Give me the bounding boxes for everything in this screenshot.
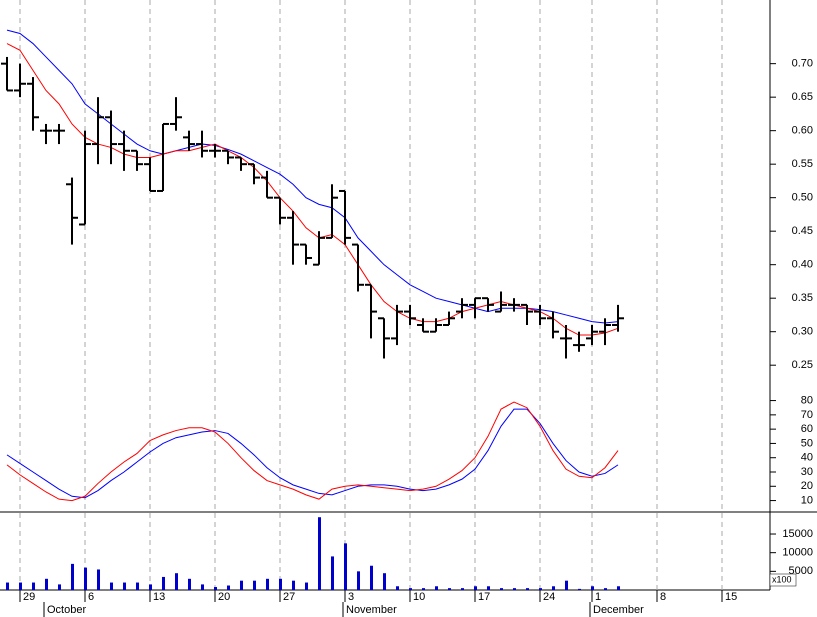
y-tick-label: 0.45 bbox=[792, 225, 813, 237]
volume-bar bbox=[214, 587, 217, 590]
volume-bar bbox=[552, 586, 555, 590]
volume-bar bbox=[565, 580, 568, 590]
volume-bar bbox=[175, 573, 178, 590]
volume-bar bbox=[123, 582, 126, 590]
line-series bbox=[6, 29, 619, 324]
volume-bar bbox=[500, 588, 503, 590]
y-tick-label: 0.55 bbox=[792, 158, 813, 170]
volume-bar bbox=[45, 578, 48, 590]
volume-bar bbox=[279, 578, 282, 590]
volume-bar bbox=[539, 588, 542, 590]
y-tick-label: 10000 bbox=[782, 547, 813, 559]
volume-bar bbox=[240, 580, 243, 590]
y-tick-label: 0.60 bbox=[792, 125, 813, 137]
unit-box bbox=[769, 573, 797, 587]
volume-bar bbox=[591, 586, 594, 590]
volume-bar bbox=[487, 586, 490, 590]
volume-bar bbox=[266, 578, 269, 590]
y-tick-label: 20 bbox=[801, 480, 813, 492]
volume-bar bbox=[136, 582, 139, 590]
volume-bar bbox=[513, 588, 516, 590]
volume-bar bbox=[344, 543, 347, 590]
x-tick-label: 24 bbox=[543, 591, 555, 603]
volume-bar bbox=[188, 578, 191, 590]
volume-bar bbox=[357, 571, 360, 590]
y-tick-label: 0.25 bbox=[792, 359, 813, 371]
y-tick-label: 0.40 bbox=[792, 259, 813, 271]
x-tick-label: 13 bbox=[153, 591, 165, 603]
volume-bar bbox=[110, 582, 113, 590]
y-tick-label: 50 bbox=[801, 437, 813, 449]
unit-label: x100 bbox=[772, 574, 792, 584]
volume-bar bbox=[409, 588, 412, 590]
line-series bbox=[6, 408, 619, 499]
y-tick-label: 60 bbox=[801, 423, 813, 435]
y-tick-label: 15000 bbox=[782, 528, 813, 540]
volume-bar bbox=[526, 588, 529, 590]
volume-bar bbox=[617, 586, 620, 590]
volume-bar bbox=[292, 580, 295, 590]
y-tick-label: 0.30 bbox=[792, 326, 813, 338]
volume-bar bbox=[6, 582, 9, 590]
x-tick-label: 15 bbox=[725, 591, 737, 603]
y-tick-label: 0.35 bbox=[792, 292, 813, 304]
y-tick-label: 80 bbox=[801, 394, 813, 406]
volume-bar bbox=[253, 580, 256, 590]
month-label: October bbox=[47, 604, 86, 616]
line-series bbox=[6, 401, 619, 502]
volume-bar bbox=[331, 556, 334, 590]
month-label: December bbox=[593, 604, 644, 616]
y-tick-label: 30 bbox=[801, 466, 813, 478]
volume-bar bbox=[474, 586, 477, 590]
volume-bar bbox=[71, 563, 74, 590]
y-tick-label: 0.65 bbox=[792, 91, 813, 103]
volume-bar bbox=[58, 584, 61, 590]
volume-bar bbox=[84, 567, 87, 590]
y-tick-label: 40 bbox=[801, 452, 813, 464]
volume-bar bbox=[604, 588, 607, 590]
x-tick-label: 3 bbox=[348, 591, 354, 603]
volume-bar bbox=[227, 585, 230, 590]
y-tick-label: 70 bbox=[801, 409, 813, 421]
volume-bar bbox=[305, 582, 308, 590]
volume-bar bbox=[435, 586, 438, 590]
volume-bar bbox=[461, 588, 464, 590]
x-tick-label: 10 bbox=[413, 591, 425, 603]
volume-bar bbox=[162, 576, 165, 590]
volume-bar bbox=[578, 588, 581, 590]
x-tick-label: 8 bbox=[660, 591, 666, 603]
volume-bar bbox=[201, 584, 204, 590]
volume-bar bbox=[370, 565, 373, 590]
x-tick-label: 17 bbox=[478, 591, 490, 603]
x-tick-label: 27 bbox=[283, 591, 295, 603]
y-tick-label: 0.50 bbox=[792, 192, 813, 204]
volume-bar bbox=[448, 588, 451, 590]
y-tick-label: 0.70 bbox=[792, 58, 813, 70]
month-label: November bbox=[346, 604, 397, 616]
x-tick-label: 6 bbox=[88, 591, 94, 603]
volume-bar bbox=[422, 588, 425, 590]
x-tick-label: 20 bbox=[218, 591, 230, 603]
volume-bar bbox=[19, 582, 22, 590]
x-tick-label: 29 bbox=[23, 591, 35, 603]
y-tick-label: 10 bbox=[801, 494, 813, 506]
x-tick-label: 1 bbox=[595, 591, 601, 603]
volume-bar bbox=[97, 569, 100, 590]
volume-bar bbox=[149, 584, 152, 590]
volume-bar bbox=[318, 517, 321, 590]
volume-bar bbox=[383, 573, 386, 590]
volume-bar bbox=[32, 582, 35, 590]
volume-bar bbox=[396, 586, 399, 590]
